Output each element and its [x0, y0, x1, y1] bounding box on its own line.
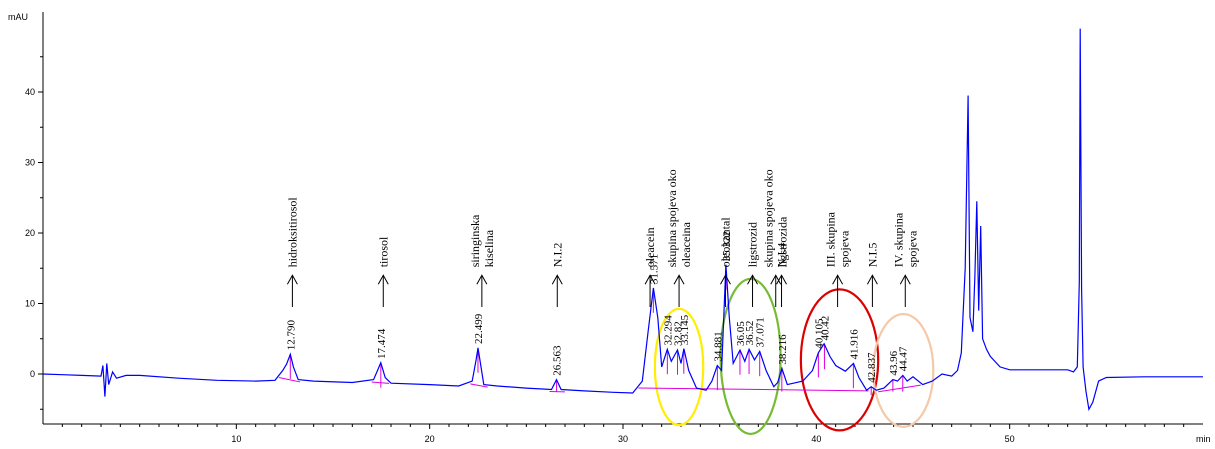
- annotation-label: N.I.2: [550, 243, 564, 268]
- peak-rt-label: 32.294: [662, 315, 674, 346]
- trace-layer: [42, 28, 1203, 412]
- peak-rt-label: 43.96: [888, 350, 900, 375]
- annotation-label: oleaceina: [679, 221, 693, 267]
- peak-rt-label: 36.52: [744, 321, 756, 346]
- peak-rt-label: 35.322: [721, 231, 733, 261]
- peak-rt-label: 17.474: [376, 328, 388, 359]
- annotation-arrowhead: [747, 274, 758, 285]
- annotation-layer: hidroksitirosol tirosol siringinska kiselin…: [285, 169, 919, 308]
- annotation-label: oleokantal: [718, 217, 732, 268]
- peak-rt-label: 40.105: [813, 318, 825, 349]
- annotation-label: ligstrozid: [746, 222, 760, 267]
- peak-rt-label: 37.071: [755, 317, 767, 347]
- annotation-arrowhead: [476, 274, 488, 285]
- y-tick-label: 40: [25, 87, 35, 97]
- annotation-arrowhead: [673, 274, 685, 285]
- peak-rt-label: 31.571: [648, 254, 660, 284]
- annotation-label: hidroksitirosol: [285, 197, 299, 268]
- peak-rt-label: 40.42: [819, 316, 831, 341]
- annotation-arrowhead: [776, 274, 787, 285]
- annotation-label: N.I.4: [775, 243, 789, 268]
- peak-rt-label: 12.790: [285, 320, 297, 351]
- annotation-label: siringinska: [468, 214, 482, 267]
- annotation-arrowhead: [899, 274, 911, 285]
- highlight-ellipse: [799, 288, 880, 432]
- annotation-arrowhead: [286, 274, 298, 285]
- annotation-label: N.I.5: [865, 243, 879, 268]
- x-tick-label: 50: [1005, 434, 1015, 444]
- integration-baseline: [278, 377, 301, 383]
- highlight-ellipse: [872, 312, 935, 428]
- x-tick-label: 10: [231, 434, 241, 444]
- annotation-arrowhead: [866, 274, 878, 285]
- integration-baseline: [470, 383, 488, 388]
- annotation-arrowhead: [770, 274, 782, 285]
- annotation-label: skupina spojeva oko: [762, 169, 776, 267]
- y-tick-label: 0: [30, 369, 35, 379]
- peak-rt-label: 33.145: [679, 314, 691, 345]
- x-tick-label: 40: [811, 434, 821, 444]
- annotation-label: IV. skupina: [891, 212, 905, 267]
- annotation-label: ligstrozida: [776, 216, 790, 267]
- integration-baseline-layer: [278, 265, 921, 396]
- x-tick-label: 20: [425, 434, 435, 444]
- integration-baseline: [878, 384, 921, 393]
- peak-rt-label: 36.05: [735, 321, 747, 346]
- y-axis-unit: mAU: [8, 12, 28, 22]
- annotation-arrowhead: [377, 274, 389, 285]
- axes: 0 10 20 30 40 10 20 30 40 50 mAU min: [8, 12, 1211, 444]
- annotation-label: spojeva: [838, 230, 852, 267]
- annotation-arrowhead: [644, 274, 656, 285]
- annotation-label: skupina spojeva oko: [665, 169, 679, 267]
- annotation-label: III. skupina: [824, 211, 838, 267]
- y-tick-label: 30: [25, 158, 35, 168]
- annotation-label: tirosol: [376, 236, 390, 267]
- annotation-label: oleacein: [643, 227, 657, 267]
- chromatogram-trace: [42, 28, 1203, 412]
- peak-rt-label: 42.837: [866, 352, 878, 383]
- annotation-arrowhead: [720, 274, 731, 285]
- highlight-ellipse: [719, 277, 782, 436]
- peak-rt-label: 44.47: [898, 346, 910, 371]
- peak-rt-label: 22.499: [473, 313, 485, 344]
- annotation-label: spojeva: [905, 230, 919, 267]
- annotation-arrowhead: [832, 274, 844, 285]
- label-layer: 12.790 17.474 22.499 26.563 31.571 32.29432.8…: [285, 231, 909, 383]
- peak-rt-label: 41.916: [848, 329, 860, 360]
- y-tick-label: 10: [25, 299, 35, 309]
- x-tick-label: 30: [618, 434, 628, 444]
- peak-rt-label: 38.216: [777, 334, 789, 365]
- peak-rt-label: 34.881: [712, 331, 724, 361]
- peak-rt-label: 26.563: [552, 345, 564, 376]
- annotation-arrowhead: [551, 274, 563, 285]
- annotation-label: kiselina: [482, 229, 496, 267]
- y-tick-label: 20: [25, 228, 35, 238]
- x-axis-unit: min: [1196, 434, 1211, 444]
- peak-rt-label: 32.82: [673, 321, 685, 346]
- integration-baseline: [638, 387, 869, 392]
- highlight-ellipse: [653, 307, 705, 427]
